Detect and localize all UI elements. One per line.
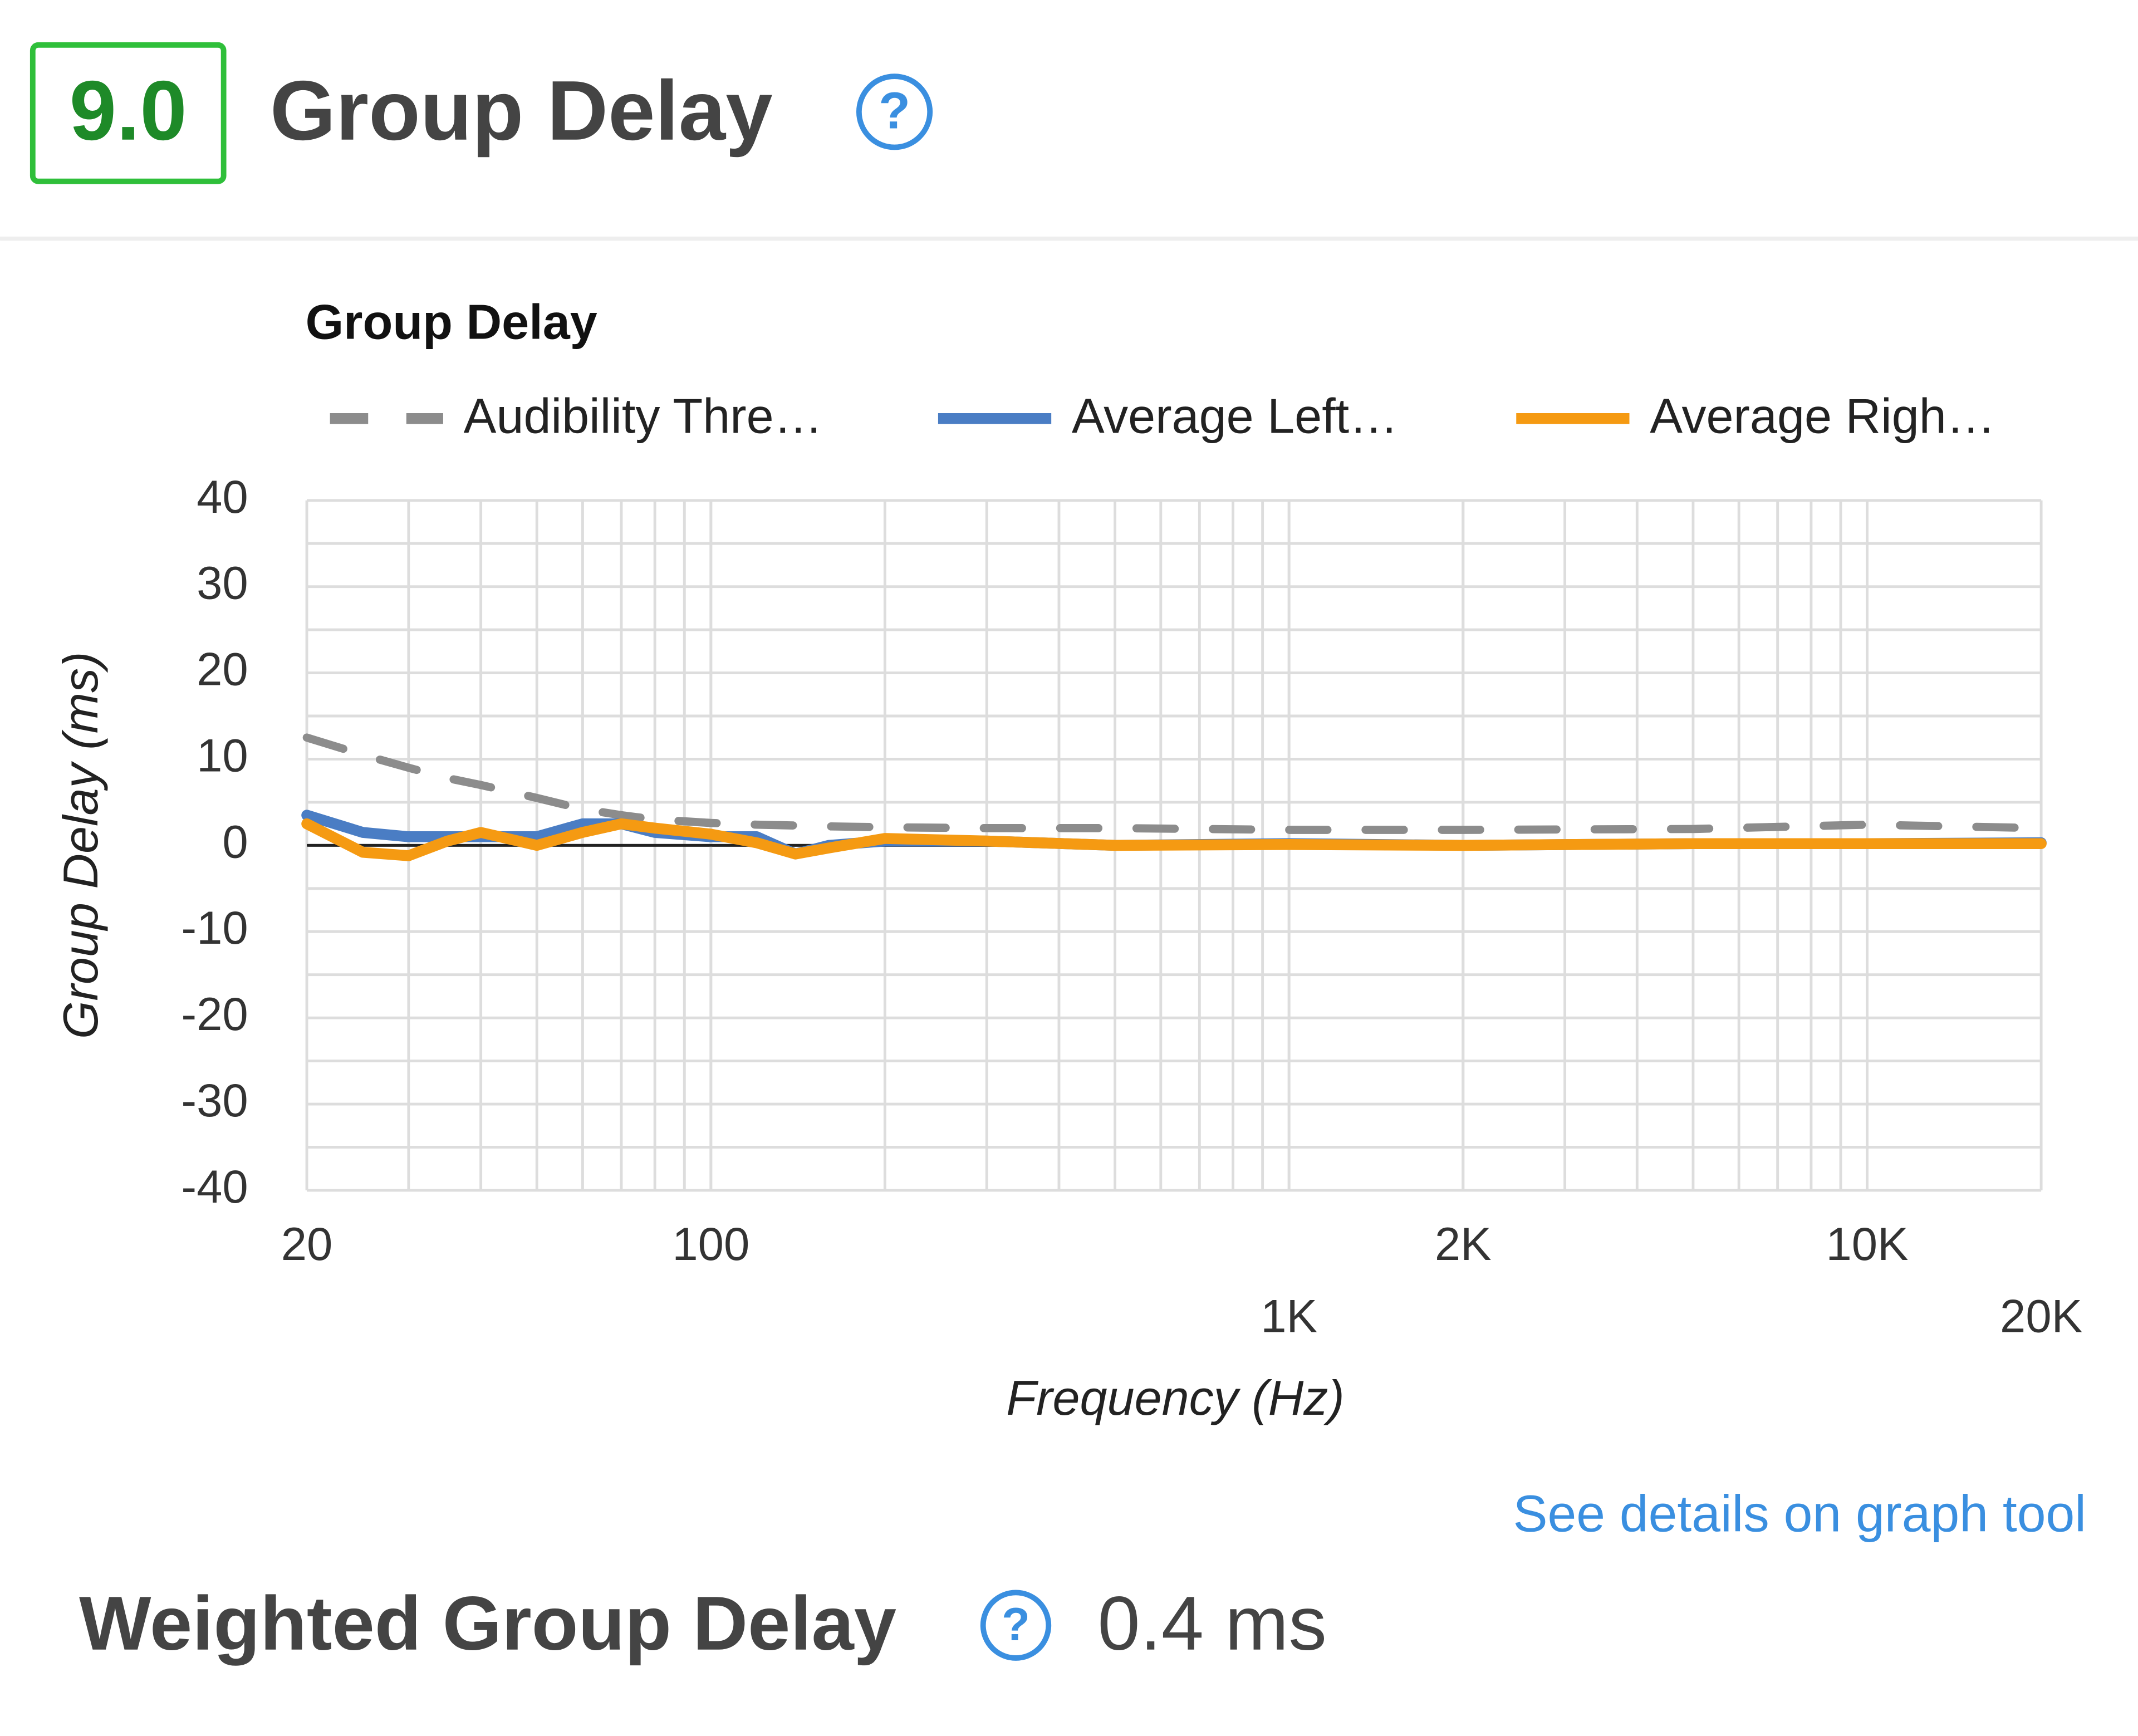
score-box	[30, 42, 227, 184]
legend-label: Audibility Thre…	[464, 389, 823, 444]
help-circle[interactable]	[856, 73, 933, 150]
x-tick-label: 2K	[1435, 1218, 1492, 1270]
x-axis-label: Frequency (Hz)	[1006, 1370, 1344, 1425]
help-mark[interactable]: ?	[879, 81, 910, 139]
section-title: Group Delay	[270, 64, 773, 158]
plot: -40 -30 -20 -10 0 10 20 30 40 20 100 1K 2K 10K 20K Audi…	[181, 389, 2082, 1342]
metric-help-icon[interactable]: ?	[980, 1590, 1052, 1661]
help-icon[interactable]: ?	[856, 73, 933, 150]
score: 9.0	[70, 64, 187, 158]
y-axis-label: Group Delay (ms)	[53, 652, 108, 1039]
y-tick-label: 10	[197, 729, 248, 781]
graph-tool-link[interactable]: See details on graph tool	[1513, 1484, 2086, 1542]
x-tick-label: 100	[672, 1218, 749, 1270]
y-tick-label: 30	[197, 557, 248, 609]
help-mark[interactable]: ?	[1002, 1598, 1030, 1650]
y-tick-label: -10	[181, 902, 248, 954]
y-tick-label: 0	[222, 816, 248, 867]
help-circle[interactable]	[980, 1590, 1052, 1661]
x-tick-label: 20K	[2000, 1291, 2082, 1342]
x-tick-label: 20	[281, 1218, 333, 1270]
y-tick-label: -30	[181, 1075, 248, 1126]
y-tick-label: -20	[181, 988, 248, 1040]
metric-name: Weighted Group Delay	[79, 1581, 896, 1666]
y-tick-label: 40	[197, 471, 248, 523]
series-line	[301, 818, 2047, 861]
metric-value: 0.4 ms	[1097, 1581, 1327, 1666]
legend-label: Average Righ…	[1650, 389, 1995, 444]
x-tick-label: 1K	[1261, 1291, 1317, 1342]
y-tick-label: 20	[197, 644, 248, 695]
y-tick-label: -40	[181, 1161, 248, 1213]
series-line	[302, 733, 2046, 834]
legend-label: Average Left…	[1072, 389, 1398, 444]
x-tick-label: 10K	[1826, 1218, 1908, 1270]
chart-title: Group Delay	[306, 295, 597, 350]
